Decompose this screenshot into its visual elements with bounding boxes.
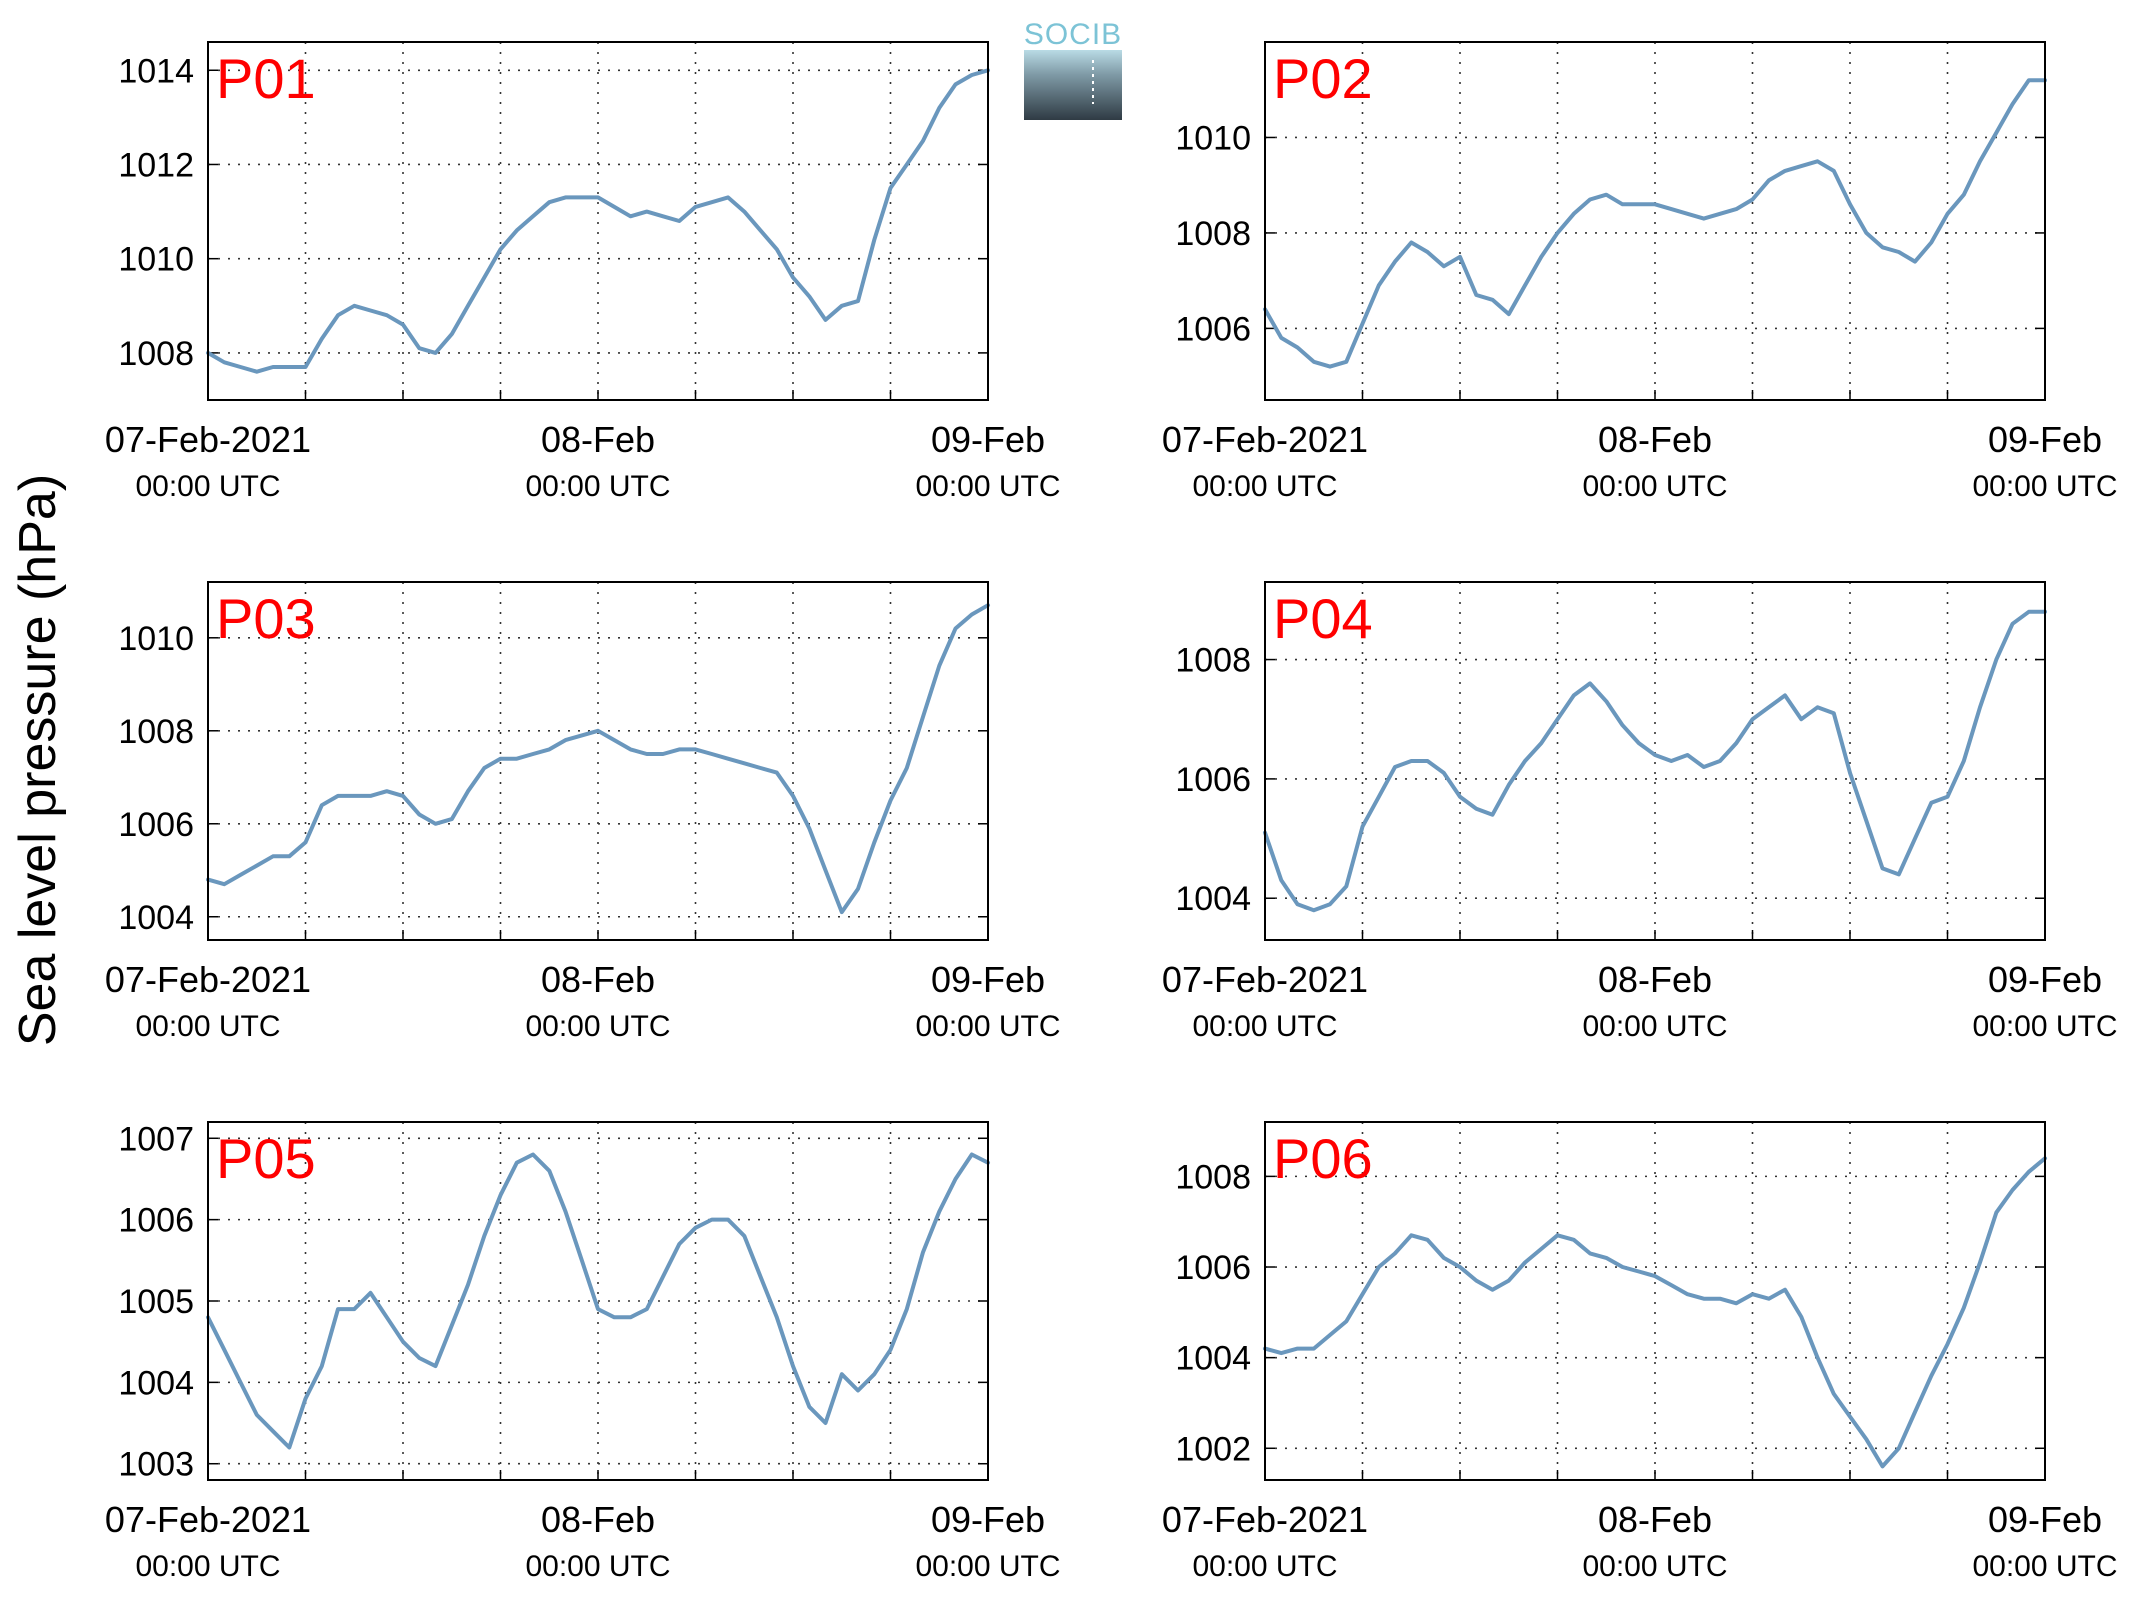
x-tick-sublabel: 00:00 UTC bbox=[525, 470, 670, 503]
x-tick-label: 09-Feb bbox=[1988, 419, 2102, 460]
panel-title: P01 bbox=[216, 47, 316, 110]
plot-frame bbox=[1264, 1121, 2046, 1481]
panel-p04: 1004 1006 1008 07-Feb-2021 00:00 UTC 08-Feb 00… bbox=[1162, 581, 2118, 1043]
y-tick-label: 1010 bbox=[118, 241, 194, 279]
y-tick-label: 1004 bbox=[1175, 1340, 1251, 1378]
y-tick-label: 1010 bbox=[118, 620, 194, 658]
x-tick-sublabel: 00:00 UTC bbox=[1972, 1550, 2117, 1583]
x-tick-label: 09-Feb bbox=[931, 419, 1045, 460]
x-tick-sublabel: 00:00 UTC bbox=[135, 470, 280, 503]
x-tick-sublabel: 00:00 UTC bbox=[1192, 1550, 1337, 1583]
x-tick-sublabel: 00:00 UTC bbox=[1972, 1010, 2117, 1043]
x-tick-sublabel: 00:00 UTC bbox=[1192, 470, 1337, 503]
x-tick-label: 09-Feb bbox=[1988, 1499, 2102, 1540]
series-line bbox=[206, 603, 990, 915]
x-tick-sublabel: 00:00 UTC bbox=[1582, 470, 1727, 503]
x-tick-label: 08-Feb bbox=[541, 419, 655, 460]
panel-title: P06 bbox=[1273, 1127, 1373, 1190]
y-tick-label: 1006 bbox=[118, 806, 194, 844]
x-tick-sublabel: 00:00 UTC bbox=[1582, 1010, 1727, 1043]
y-tick-label: 1006 bbox=[1175, 310, 1251, 348]
series-line bbox=[1263, 1156, 2047, 1469]
y-tick-label: 1004 bbox=[118, 1364, 194, 1402]
y-tick-label: 1008 bbox=[1175, 642, 1251, 680]
x-tick-sublabel: 00:00 UTC bbox=[915, 1010, 1060, 1043]
y-tick-label: 1008 bbox=[118, 335, 194, 373]
x-tick-label: 07-Feb-2021 bbox=[105, 419, 311, 460]
x-tick-sublabel: 00:00 UTC bbox=[135, 1010, 280, 1043]
y-tick-label: 1012 bbox=[118, 146, 194, 184]
panel-title: P03 bbox=[216, 587, 316, 650]
x-tick-label: 08-Feb bbox=[541, 1499, 655, 1540]
panel-title: P04 bbox=[1273, 587, 1373, 650]
x-tick-label: 07-Feb-2021 bbox=[1162, 419, 1368, 460]
y-tick-label: 1014 bbox=[118, 52, 194, 90]
panel-title: P05 bbox=[216, 1127, 316, 1190]
x-tick-sublabel: 00:00 UTC bbox=[915, 470, 1060, 503]
x-tick-label: 07-Feb-2021 bbox=[1162, 1499, 1368, 1540]
y-tick-label: 1003 bbox=[118, 1446, 194, 1484]
y-tick-label: 1007 bbox=[118, 1120, 194, 1158]
y-tick-label: 1008 bbox=[1175, 1158, 1251, 1196]
panel-p01: 1008 1010 1012 1014 07-Feb-2021 00:00 UTC 08-F… bbox=[105, 41, 1061, 503]
x-tick-label: 07-Feb-2021 bbox=[105, 1499, 311, 1540]
x-tick-label: 08-Feb bbox=[1598, 959, 1712, 1000]
x-tick-label: 08-Feb bbox=[1598, 1499, 1712, 1540]
panel-title: P02 bbox=[1273, 47, 1373, 110]
socib-logo: SOCIB bbox=[1024, 18, 1122, 120]
plot-frame bbox=[207, 41, 989, 401]
x-tick-sublabel: 00:00 UTC bbox=[525, 1010, 670, 1043]
y-tick-label: 1006 bbox=[118, 1202, 194, 1240]
x-tick-sublabel: 00:00 UTC bbox=[1192, 1010, 1337, 1043]
x-tick-label: 07-Feb-2021 bbox=[105, 959, 311, 1000]
y-tick-label: 1008 bbox=[118, 713, 194, 751]
series-line bbox=[1263, 78, 2047, 369]
panel-p05: 1003 1004 1005 1006 1007 07-Feb-2021 00:00 UTC… bbox=[105, 1120, 1061, 1583]
x-tick-sublabel: 00:00 UTC bbox=[915, 1550, 1060, 1583]
panel-p03: 1004 1006 1008 1010 07-Feb-2021 00:00 UTC 08-F… bbox=[105, 581, 1061, 1043]
y-tick-label: 1010 bbox=[1175, 119, 1251, 157]
x-tick-label: 09-Feb bbox=[1988, 959, 2102, 1000]
series-line bbox=[206, 68, 990, 374]
y-tick-label: 1004 bbox=[1175, 880, 1251, 918]
x-tick-sublabel: 00:00 UTC bbox=[1972, 470, 2117, 503]
x-tick-sublabel: 00:00 UTC bbox=[525, 1550, 670, 1583]
y-tick-label: 1006 bbox=[1175, 761, 1251, 799]
logo-block bbox=[1024, 50, 1122, 120]
x-tick-label: 09-Feb bbox=[931, 1499, 1045, 1540]
plot-frame bbox=[207, 581, 989, 941]
x-tick-label: 09-Feb bbox=[931, 959, 1045, 1000]
plot-frame bbox=[207, 1121, 989, 1481]
y-tick-label: 1006 bbox=[1175, 1249, 1251, 1287]
series-line bbox=[1263, 609, 2047, 913]
x-tick-label: 07-Feb-2021 bbox=[1162, 959, 1368, 1000]
x-tick-label: 08-Feb bbox=[1598, 419, 1712, 460]
x-tick-label: 08-Feb bbox=[541, 959, 655, 1000]
y-tick-label: 1008 bbox=[1175, 215, 1251, 253]
series-line bbox=[206, 1152, 990, 1450]
x-tick-sublabel: 00:00 UTC bbox=[135, 1550, 280, 1583]
x-tick-sublabel: 00:00 UTC bbox=[1582, 1550, 1727, 1583]
plot-frame bbox=[1264, 41, 2046, 401]
y-axis-label: Sea level pressure (hPa) bbox=[9, 474, 67, 1046]
y-tick-label: 1004 bbox=[118, 899, 194, 937]
panel-p02: 1006 1008 1010 07-Feb-2021 00:00 UTC 08-Feb 00… bbox=[1162, 41, 2118, 503]
logo-text: SOCIB bbox=[1024, 18, 1122, 51]
panel-p06: 1002 1004 1006 1008 07-Feb-2021 00:00 UTC 08-F… bbox=[1162, 1121, 2118, 1583]
plot-frame bbox=[1264, 581, 2046, 941]
y-tick-label: 1002 bbox=[1175, 1430, 1251, 1468]
y-tick-label: 1005 bbox=[118, 1283, 194, 1321]
